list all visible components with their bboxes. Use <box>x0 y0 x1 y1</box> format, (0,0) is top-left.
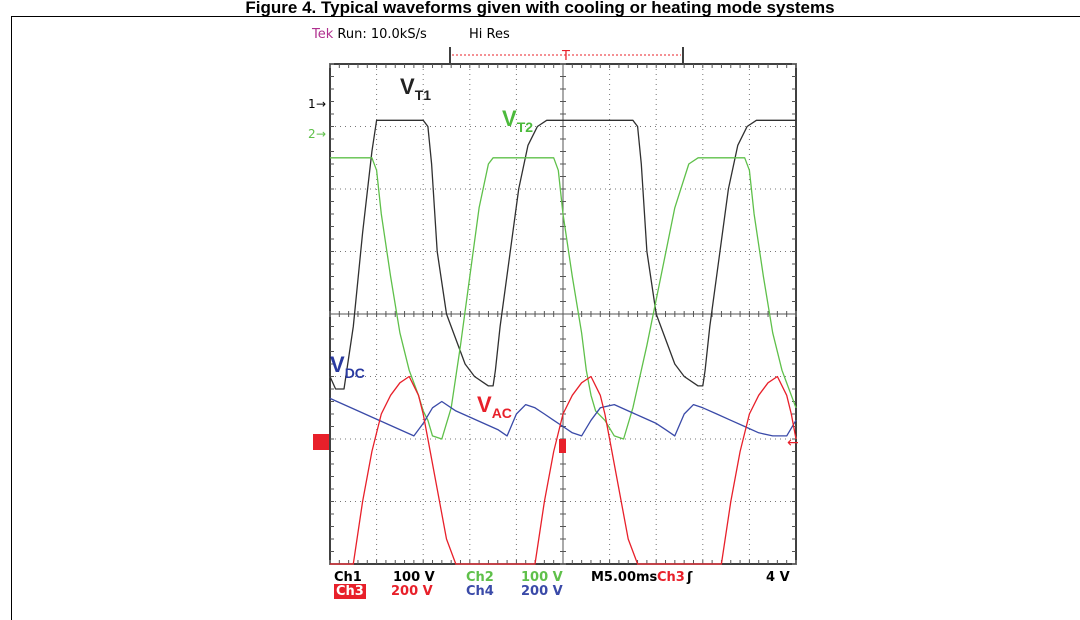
figure-frame <box>11 16 1080 620</box>
label-vac: VAC <box>477 392 512 421</box>
ch1-ground-arrow: → <box>316 97 326 111</box>
ch3-level-arrow: ← <box>787 435 799 451</box>
ch2-ground-arrow: → <box>316 127 326 141</box>
scope-header: Tek Run: 10.0kS/s <box>312 27 427 42</box>
footer-ch2-scale: 100 V <box>521 570 563 585</box>
trace-v-t2 <box>330 157 797 440</box>
footer-ch3: Ch3 <box>334 584 366 599</box>
trigger-bracket: T <box>449 47 684 64</box>
ch1-ground-marker: 1 <box>308 97 316 111</box>
ch3-trigger-pos <box>559 439 566 453</box>
footer-ch4: Ch4 <box>466 584 494 599</box>
brand-label: Tek <box>312 27 334 42</box>
label-vdc: VDC <box>330 352 365 381</box>
footer-ch1: Ch1 <box>334 570 362 585</box>
acq-mode: Hi Res <box>469 27 510 42</box>
footer-timebase: M5.00ms <box>591 570 658 585</box>
traces <box>329 119 797 565</box>
ch2-ground-marker: 2 <box>308 127 316 141</box>
footer-trigger-slope-icon: ʃ <box>687 570 693 585</box>
ch3-ground-marker <box>313 434 329 450</box>
trace-v-t1 <box>329 119 796 390</box>
channel-markers: 1 → 2 → ← <box>308 97 799 453</box>
label-vt1: VT1 <box>400 74 432 103</box>
figure-title: Figure 4. Typical waveforms given with c… <box>245 0 835 16</box>
label-vt2: VT2 <box>502 106 534 135</box>
footer-trigger-level: 4 V <box>766 570 790 585</box>
footer-ch2: Ch2 <box>466 570 494 585</box>
footer-ch3-scale: 200 V <box>391 584 433 599</box>
trace-v-dc <box>329 397 797 437</box>
footer-ch4-scale: 200 V <box>521 584 563 599</box>
graticule <box>329 63 797 565</box>
trigger-marker: T <box>561 49 570 64</box>
footer-trigger-source: Ch3 <box>657 570 685 585</box>
acq-status: Run: 10.0kS/s <box>337 27 427 42</box>
footer-ch1-scale: 100 V <box>393 570 435 585</box>
trace-v-ac <box>330 375 797 565</box>
